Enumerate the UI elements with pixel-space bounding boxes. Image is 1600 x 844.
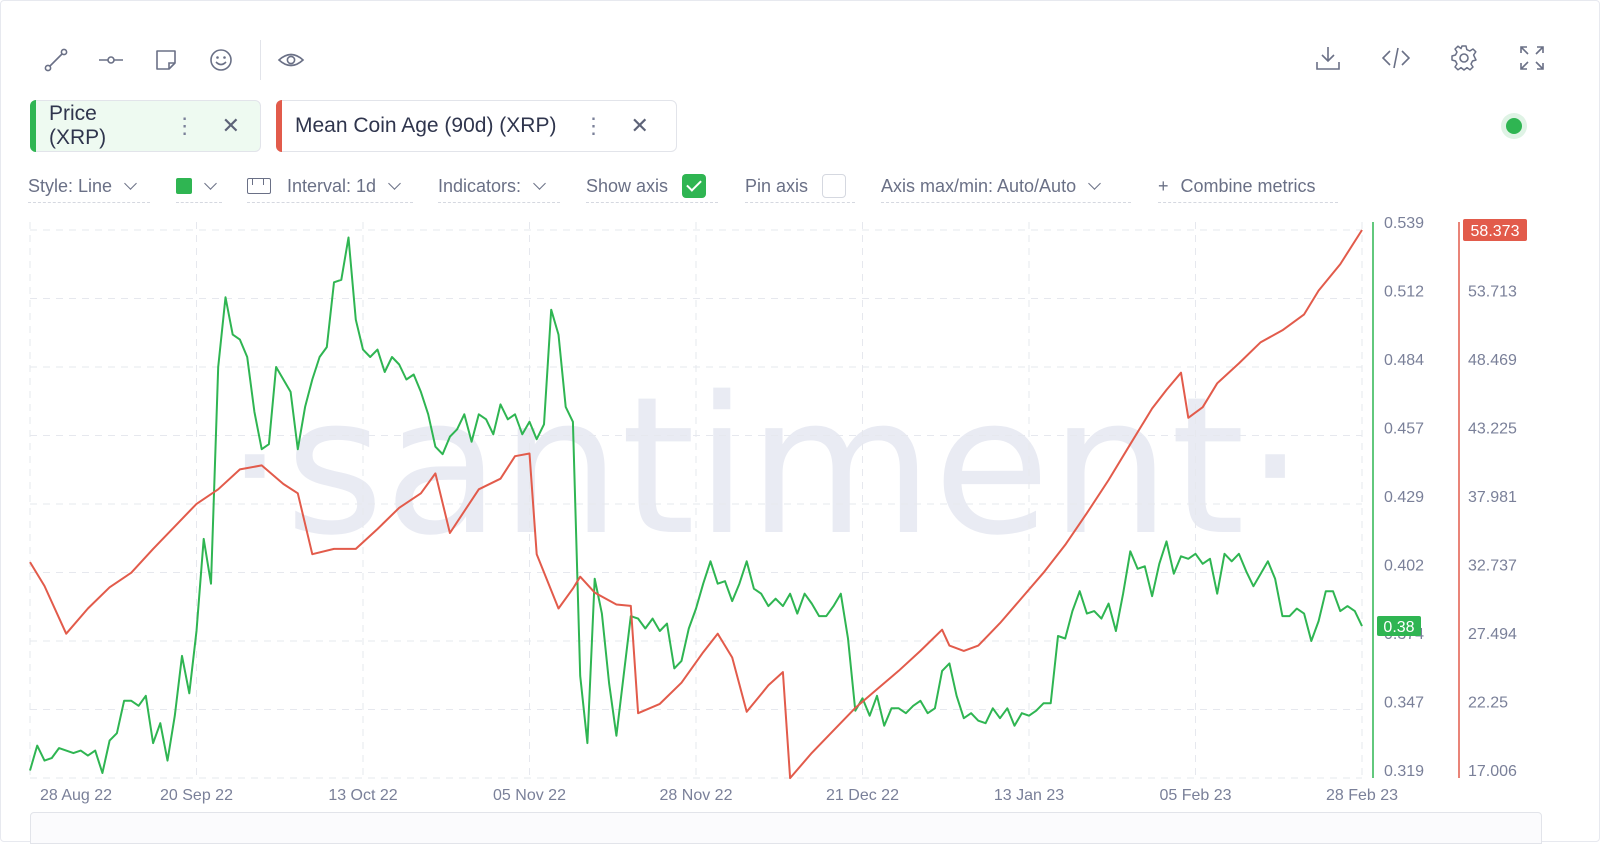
age-tick-label: 37.981: [1468, 489, 1517, 506]
pin-axis-checkbox[interactable]: [822, 174, 847, 198]
age-tick-label: 22.25: [1468, 695, 1508, 712]
kebab-menu-icon[interactable]: ⋮: [582, 113, 605, 138]
x-tick-label: 28 Nov 22: [660, 787, 733, 804]
age-tick-label: 17.006: [1468, 763, 1517, 780]
interval-dropdown[interactable]: Interval: 1d: [247, 170, 413, 203]
interval-label: Interval: 1d: [287, 175, 377, 196]
show-axis-checkbox[interactable]: [682, 174, 707, 198]
last-price-label: 0.38: [1383, 619, 1414, 636]
show-axis-toggle[interactable]: Show axis: [586, 170, 718, 203]
embed-code-icon[interactable]: [1378, 40, 1414, 76]
eye-icon[interactable]: [273, 42, 309, 78]
price-tick-label: 0.429: [1384, 489, 1424, 506]
ruler-icon: [247, 178, 271, 194]
indicators-label: Indicators:: [438, 175, 522, 196]
indicators-dropdown[interactable]: Indicators:: [438, 170, 560, 203]
age-tick-label: 48.469: [1468, 352, 1517, 369]
x-tick-label: 13 Oct 22: [328, 787, 397, 804]
chart-actions: [1278, 40, 1550, 76]
color-picker[interactable]: [176, 170, 222, 203]
santiment-watermark: ·santiment·: [225, 356, 1306, 577]
age-tick-label: 43.225: [1468, 421, 1517, 438]
close-icon[interactable]: ✕: [221, 113, 240, 138]
show-axis-label: Show axis: [586, 175, 669, 196]
kebab-menu-icon[interactable]: ⋮: [173, 113, 196, 138]
metric-color-bar: [30, 100, 36, 152]
x-tick-label: 13 Jan 23: [994, 787, 1064, 804]
note-icon[interactable]: [148, 42, 184, 78]
x-tick-label: 21 Dec 22: [826, 787, 899, 804]
pin-axis-label: Pin axis: [745, 175, 809, 196]
x-tick-label: 05 Nov 22: [493, 787, 566, 804]
x-tick-label: 05 Feb 23: [1159, 787, 1231, 804]
download-icon[interactable]: [1310, 40, 1346, 76]
last-age-badge: [1463, 219, 1527, 241]
drawing-toolbar: [38, 40, 328, 80]
toolbar-divider: [260, 40, 261, 80]
style-dropdown[interactable]: Style: Line: [28, 170, 150, 203]
x-tick-label: 28 Feb 23: [1326, 787, 1398, 804]
pin-axis-toggle[interactable]: Pin axis: [745, 170, 855, 203]
price-tick-label: 0.512: [1384, 284, 1424, 301]
metric-label: Price (XRP): [49, 102, 107, 149]
combine-metrics-button[interactable]: + Combine metrics: [1158, 170, 1338, 203]
horizontal-ray-icon[interactable]: [93, 42, 129, 78]
price-tick-label: 0.484: [1384, 352, 1424, 369]
plus-icon: +: [1158, 175, 1169, 196]
color-swatch: [176, 178, 192, 194]
metric-label: Mean Coin Age (90d) (XRP): [295, 114, 557, 137]
close-icon[interactable]: ✕: [630, 113, 649, 138]
axis-max-min-label: Axis max/min: Auto/Auto: [881, 175, 1077, 196]
metric-chip-mean-coin-age[interactable]: Mean Coin Age (90d) (XRP) ⋮ ✕: [276, 100, 677, 152]
mean-coin-age-series-line: [29, 229, 1363, 780]
price-tick-label: 0.347: [1384, 695, 1424, 712]
metric-chip-price[interactable]: Price (XRP) ⋮ ✕: [30, 100, 261, 152]
live-status-indicator: [1506, 118, 1522, 134]
metric-color-bar: [276, 100, 282, 152]
age-tick-label: 27.494: [1468, 626, 1517, 643]
x-tick-label: 20 Sep 22: [160, 787, 233, 804]
age-tick-label: 53.713: [1468, 284, 1517, 301]
last-age-label: 58.373: [1471, 223, 1520, 240]
price-tick-label: 0.457: [1384, 421, 1424, 438]
style-label: Style: Line: [28, 175, 113, 196]
timeline-navigator[interactable]: [30, 812, 1542, 844]
price-series-line: [29, 236, 1363, 774]
price-tick-label: 0.539: [1384, 215, 1424, 232]
emoji-icon[interactable]: [203, 42, 239, 78]
last-price-badge: [1377, 616, 1421, 637]
x-tick-label: 28 Aug 22: [40, 787, 112, 804]
settings-gear-icon[interactable]: [1446, 40, 1482, 76]
draw-line-icon[interactable]: [38, 42, 74, 78]
price-tick-label: 0.319: [1384, 763, 1424, 780]
fullscreen-icon[interactable]: [1514, 40, 1550, 76]
age-tick-label: 32.737: [1468, 558, 1517, 575]
price-tick-label: 0.402: [1384, 558, 1424, 575]
combine-metrics-label: Combine metrics: [1180, 175, 1316, 196]
axis-max-min-dropdown[interactable]: Axis max/min: Auto/Auto: [881, 170, 1131, 203]
